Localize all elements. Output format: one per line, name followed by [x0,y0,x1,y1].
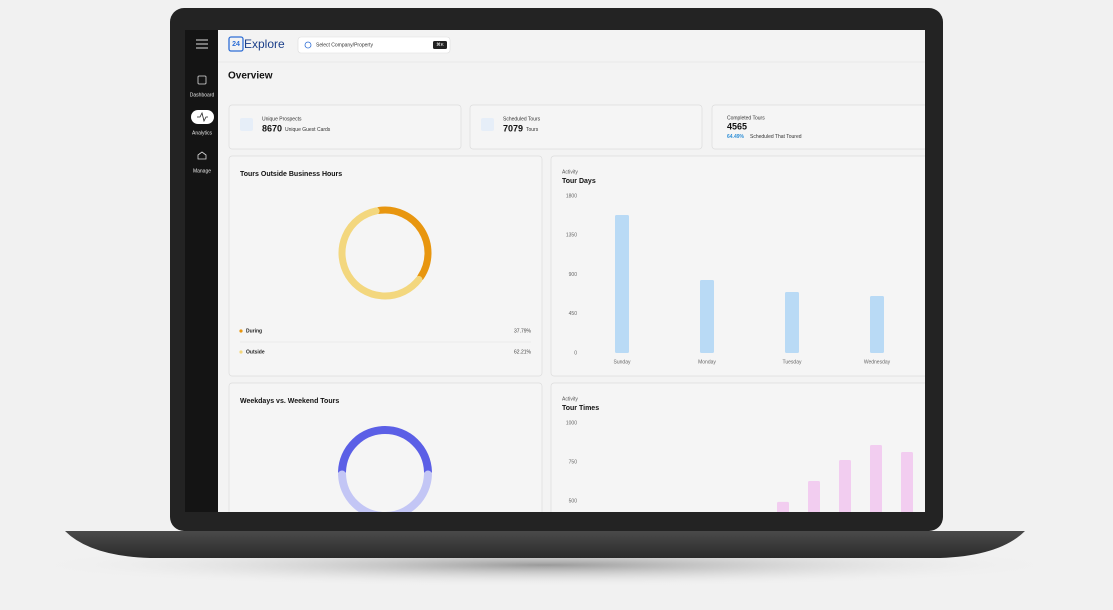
y-tick-label: 450 [569,311,578,317]
donut-segment [338,207,423,300]
stat-icon [240,118,253,131]
search-placeholder: Select Company/Property [316,42,373,48]
sidebar-nav: Dashboard Analytics Manage [190,39,215,174]
search-box[interactable] [297,36,451,54]
search-icon [304,41,312,49]
stat-label: Scheduled Tours [503,116,541,122]
legend-value: 62.21% [514,349,532,355]
dashboard-icon[interactable] [197,75,207,85]
nav-label[interactable]: Dashboard [190,92,215,98]
y-tick-label: 0 [574,350,577,356]
x-tick-label: Monday [698,359,716,365]
y-tick-label: 1800 [566,193,577,199]
chart-card [228,382,543,512]
donut-segment [338,426,432,476]
stat-caption: Tours [526,127,539,133]
nav-label[interactable]: Analytics [192,130,213,136]
legend-label: Outside [246,349,265,355]
stat-card [469,104,703,150]
chart-card [550,155,925,377]
x-tick-label: Wednesday [864,359,891,365]
shortcut-badge [433,41,447,49]
legend-dot [239,329,243,333]
bar [615,215,629,353]
analytics-icon [197,111,208,123]
legend-dot [239,350,243,354]
bar [870,444,882,512]
menu-icon[interactable] [196,39,208,49]
bar [700,279,714,353]
donut-segment [338,470,432,512]
chart-card [228,155,543,377]
bar [839,459,851,512]
y-tick-label: 900 [569,272,578,278]
bar [870,296,884,353]
donut-segment [375,206,432,281]
y-tick-label: 500 [569,498,578,504]
x-tick-label: Tuesday [783,359,802,365]
stat-value: 8670 [262,123,282,133]
logo-text: Explore [244,37,285,51]
y-tick-label: 1000 [566,420,577,426]
page-title: Overview [228,71,273,82]
stat-value: 4565 [727,121,747,131]
stat-highlight: 64.49% [727,134,745,140]
nav-label[interactable]: Manage [193,168,211,174]
sidebar [185,30,218,512]
chart-card [550,382,925,512]
stat-card [228,104,462,150]
chart-title: Tour Times [562,405,599,412]
y-tick-label: 1350 [566,233,577,239]
y-tick-label: 750 [569,459,578,465]
stat-caption: Scheduled That Toured [750,134,802,140]
bar [777,501,789,512]
stat-value: 7079 [503,123,523,133]
logo-number: 24 [232,41,240,48]
chart-title: Tours Outside Business Hours [240,171,342,178]
logo-box [228,36,244,52]
chart-title: Weekdays vs. Weekend Tours [240,398,339,405]
chart-subtitle: Activity [562,169,578,175]
laptop-base [65,531,1025,558]
stat-label: Completed Tours [727,115,765,121]
bar [808,481,820,512]
legend-label: During [246,328,262,334]
stat-icon [481,118,494,131]
shortcut: ⌘K [436,42,444,47]
stat-caption: Unique Guest Cards [285,127,331,133]
x-tick-label: Sunday [614,359,631,365]
nav-active[interactable] [191,110,214,124]
legend-value: 37.79% [514,328,532,334]
bar [785,292,799,353]
bar [901,452,913,512]
manage-icon[interactable] [197,151,207,160]
stat-label: Unique Prospects [262,116,302,122]
screen: 24 Explore Select Company/Property ⌘K Ov… [218,30,925,512]
chart-subtitle: Activity [562,396,578,402]
chart-title: Tour Days [562,178,596,185]
stat-card [711,104,925,150]
